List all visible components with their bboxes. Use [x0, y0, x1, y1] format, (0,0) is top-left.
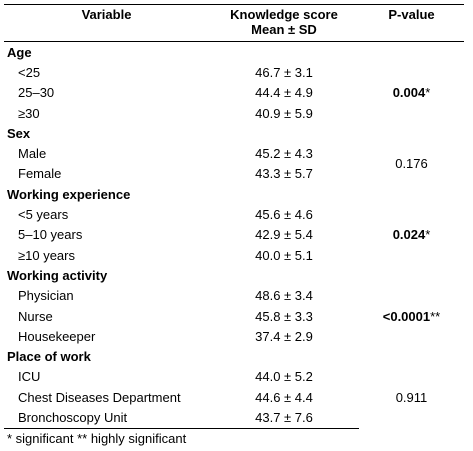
- group-empty-cell: [359, 346, 464, 366]
- pvalue-cell: 0.911: [359, 367, 464, 428]
- pvalue-number: 0.176: [395, 156, 428, 172]
- table-header: Variable Knowledge score Mean ± SD P-val…: [4, 4, 464, 42]
- table-row: Bronchoscopy Unit 43.7 ± 7.6: [4, 407, 464, 429]
- table-row: ≥10 years 40.0 ± 5.1: [4, 245, 464, 265]
- knowledge-score-table-container: Variable Knowledge score Mean ± SD P-val…: [4, 4, 464, 447]
- header-variable: Variable: [4, 4, 209, 42]
- pvalue-number: 0.004: [392, 85, 426, 101]
- row-label: Bronchoscopy Unit: [4, 407, 209, 429]
- group-label: Working experience: [7, 186, 131, 202]
- row-label: 25–30: [18, 85, 55, 101]
- row-label: Nurse: [18, 308, 53, 324]
- pvalue-cell: 0.024*: [359, 204, 464, 265]
- row-label: ≥30: [18, 105, 40, 121]
- group-empty-cell: [209, 42, 359, 63]
- row-score: 43.7 ± 7.6: [209, 407, 359, 429]
- row-score: 45.6 ± 4.6: [255, 207, 313, 223]
- row-label: ≥10 years: [18, 247, 75, 263]
- footnote: * significant ** highly significant: [7, 430, 187, 446]
- table-row: 5–10 years 42.9 ± 5.4: [4, 225, 464, 245]
- table-body: Age <25 46.7 ± 3.1 0.004* 25–30 44.4 ± 4.9 ≥30…: [4, 42, 464, 429]
- group-empty-cell: [359, 184, 464, 204]
- group-empty-cell: [359, 123, 464, 143]
- row-label: <25: [18, 64, 41, 80]
- table-row: <25 46.7 ± 3.1 0.004*: [4, 62, 464, 100]
- row-label: ICU: [18, 369, 41, 385]
- row-label: Physician: [18, 288, 74, 304]
- row-score: 40.9 ± 5.9: [255, 105, 313, 121]
- pvalue-number: 0.024: [392, 227, 426, 243]
- group-empty-cell: [209, 265, 359, 285]
- header-knowledge-score: Knowledge score Mean ± SD: [209, 4, 359, 42]
- group-row: Sex: [4, 123, 464, 143]
- row-score: 44.6 ± 4.4: [255, 389, 313, 405]
- row-score: 44.4 ± 4.9: [255, 85, 313, 101]
- group-row: Working activity: [4, 265, 464, 285]
- group-label: Working activity: [7, 267, 108, 283]
- group-label: Age: [7, 44, 32, 60]
- header-score-line1: Knowledge score: [230, 7, 338, 22]
- table-row: ICU 44.0 ± 5.2 0.911: [4, 367, 464, 405]
- pvalue-cell: 0.004*: [359, 62, 464, 123]
- group-empty-cell: [209, 346, 359, 366]
- row-score: 46.7 ± 3.1: [255, 64, 313, 80]
- row-label: 5–10 years: [18, 227, 83, 243]
- row-label: Housekeeper: [18, 328, 96, 344]
- table-row: ≥30 40.9 ± 5.9: [4, 103, 464, 123]
- row-label: <5 years: [18, 207, 69, 223]
- pvalue-number: 0.911: [395, 389, 428, 405]
- group-label: Place of work: [7, 349, 91, 365]
- row-label: Female: [18, 166, 62, 182]
- table-row: Chest Diseases Department 44.6 ± 4.4: [4, 387, 464, 407]
- table-row: Female 43.3 ± 5.7: [4, 164, 464, 184]
- table-row: Housekeeper 37.4 ± 2.9: [4, 326, 464, 346]
- row-score: 44.0 ± 5.2: [255, 369, 313, 385]
- header-row: Variable Knowledge score Mean ± SD P-val…: [4, 4, 464, 42]
- significance-mark: *: [425, 227, 431, 243]
- significance-mark: **: [430, 308, 441, 324]
- row-score: 37.4 ± 2.9: [255, 328, 313, 344]
- row-score: 48.6 ± 3.4: [255, 288, 313, 304]
- table-row: Nurse 45.8 ± 3.3: [4, 306, 464, 326]
- group-empty-cell: [209, 123, 359, 143]
- row-score: 45.8 ± 3.3: [255, 308, 313, 324]
- pvalue-number: <0.0001: [382, 308, 431, 324]
- row-score: 40.0 ± 5.1: [255, 247, 313, 263]
- table-row: <5 years 45.6 ± 4.6 0.024*: [4, 204, 464, 242]
- pvalue-cell: <0.0001**: [359, 286, 464, 347]
- row-label: Chest Diseases Department: [18, 389, 181, 405]
- group-empty-cell: [209, 184, 359, 204]
- significance-mark: *: [425, 85, 431, 101]
- group-row: Working experience: [4, 184, 464, 204]
- row-score: 43.3 ± 5.7: [255, 166, 313, 182]
- pvalue-cell: 0.176: [359, 143, 464, 184]
- group-empty-cell: [359, 42, 464, 63]
- row-score: 42.9 ± 5.4: [255, 227, 313, 243]
- table-row: Male 45.2 ± 4.3 0.176: [4, 143, 464, 171]
- header-score-line2: Mean ± SD: [251, 22, 317, 37]
- table-row: Physician 48.6 ± 3.4 <0.0001**: [4, 286, 464, 323]
- header-pvalue: P-value: [359, 4, 464, 42]
- group-row: Age: [4, 42, 464, 63]
- group-label: Sex: [7, 125, 31, 141]
- group-row: Place of work: [4, 346, 464, 366]
- row-score: 45.2 ± 4.3: [255, 146, 313, 162]
- group-empty-cell: [359, 265, 464, 285]
- knowledge-score-table: Variable Knowledge score Mean ± SD P-val…: [4, 4, 464, 429]
- table-row: 25–30 44.4 ± 4.9: [4, 83, 464, 103]
- row-label: Male: [18, 146, 47, 162]
